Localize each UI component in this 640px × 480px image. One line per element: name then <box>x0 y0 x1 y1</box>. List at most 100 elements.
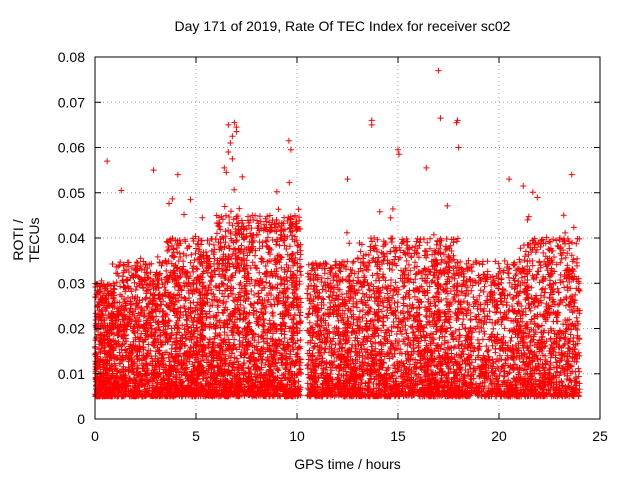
data-point <box>131 279 138 286</box>
data-point <box>108 329 115 336</box>
data-point <box>117 368 124 375</box>
data-point <box>154 344 161 351</box>
data-point <box>154 253 161 260</box>
data-point <box>139 357 146 364</box>
data-point <box>118 328 125 335</box>
data-point <box>96 301 103 308</box>
data-point <box>159 352 166 359</box>
data-point <box>211 293 218 300</box>
data-point <box>119 393 126 400</box>
data-point <box>190 268 197 275</box>
data-point <box>165 200 172 207</box>
data-point <box>148 370 155 377</box>
data-point <box>330 277 337 284</box>
data-point <box>145 341 152 348</box>
data-point <box>194 240 201 247</box>
data-point <box>154 276 161 283</box>
data-point <box>146 261 153 268</box>
data-point <box>122 335 129 342</box>
data-point <box>95 314 102 321</box>
data-point <box>151 292 158 299</box>
data-point <box>263 238 270 245</box>
data-point <box>98 332 105 339</box>
data-point <box>296 278 303 285</box>
data-point <box>130 328 137 335</box>
data-point <box>266 280 273 287</box>
data-point <box>119 376 126 383</box>
data-point <box>189 319 196 326</box>
data-point <box>126 345 133 352</box>
data-point <box>190 330 197 337</box>
data-point <box>135 318 142 325</box>
data-point <box>145 286 152 293</box>
data-point <box>149 387 156 394</box>
data-point <box>268 302 275 309</box>
data-point <box>127 390 134 397</box>
data-point <box>104 287 111 294</box>
data-point <box>140 325 147 332</box>
data-point <box>141 274 148 281</box>
data-point <box>245 320 252 327</box>
data-point <box>111 286 118 293</box>
data-point <box>95 387 102 394</box>
data-point <box>156 259 163 266</box>
data-point <box>152 386 159 393</box>
data-point <box>98 374 105 381</box>
data-point <box>240 304 247 311</box>
data-point <box>160 307 167 314</box>
data-point <box>112 362 119 369</box>
data-point <box>92 366 99 373</box>
data-point <box>350 277 357 284</box>
data-point <box>97 331 104 338</box>
data-point <box>92 294 99 301</box>
data-point <box>104 281 111 288</box>
data-point <box>148 325 155 332</box>
data-point <box>232 226 239 233</box>
data-point <box>133 377 140 384</box>
data-point <box>150 378 157 385</box>
data-point <box>132 266 139 273</box>
data-point <box>129 272 136 279</box>
data-point <box>124 323 131 330</box>
data-point <box>128 361 135 368</box>
data-point <box>149 314 156 321</box>
data-point <box>115 263 122 270</box>
data-point <box>124 294 131 301</box>
data-point <box>344 258 351 265</box>
data-point <box>149 355 156 362</box>
data-point <box>247 301 254 308</box>
data-point <box>304 362 311 369</box>
data-point <box>95 346 102 353</box>
data-point <box>145 310 152 317</box>
data-point <box>142 372 149 379</box>
data-point <box>147 275 154 282</box>
data-point <box>120 316 127 323</box>
data-point <box>197 357 204 364</box>
data-point <box>144 350 151 357</box>
data-point <box>281 226 288 233</box>
data-point <box>143 281 150 288</box>
data-point <box>278 219 285 226</box>
data-point <box>147 290 154 297</box>
data-point <box>119 354 126 361</box>
data-point <box>297 263 304 270</box>
data-point <box>97 364 104 371</box>
data-point <box>343 229 350 236</box>
data-point <box>304 286 311 293</box>
data-point <box>113 279 120 286</box>
data-point <box>100 370 107 377</box>
data-point <box>114 305 121 312</box>
data-point <box>140 284 147 291</box>
data-point <box>295 206 302 213</box>
data-point <box>286 179 293 186</box>
data-point <box>130 376 137 383</box>
data-point <box>169 195 176 202</box>
data-point <box>239 173 246 180</box>
data-point <box>156 387 163 394</box>
data-point <box>229 332 236 339</box>
data-point <box>116 343 123 350</box>
data-point <box>156 347 163 354</box>
data-point <box>141 324 148 331</box>
data-point <box>133 267 140 274</box>
data-point <box>118 387 125 394</box>
